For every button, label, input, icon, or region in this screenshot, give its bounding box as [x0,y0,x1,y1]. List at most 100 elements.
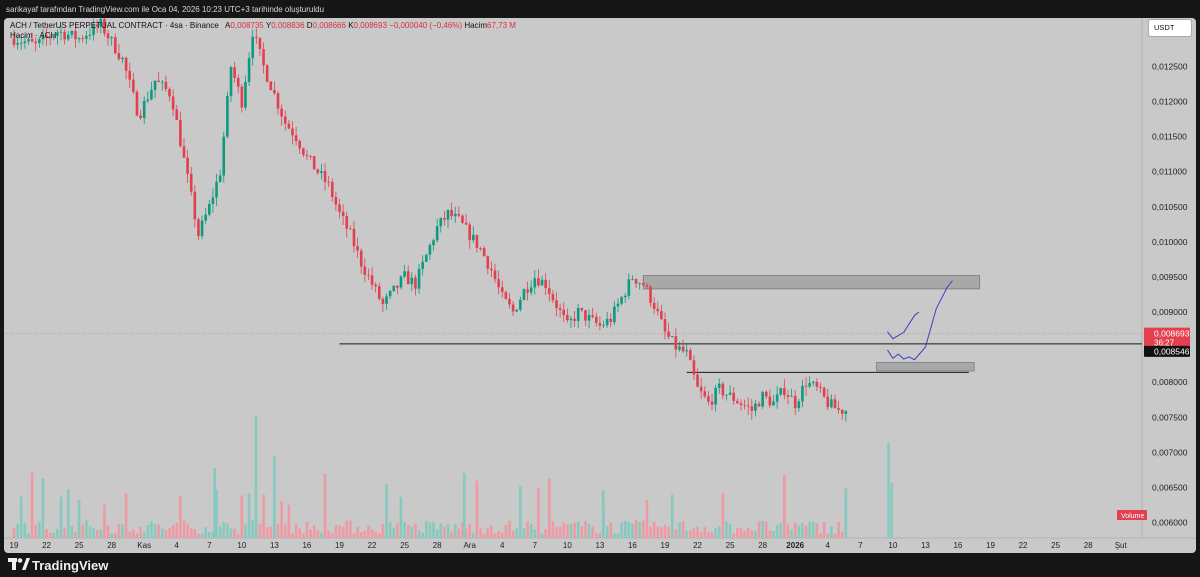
volume-bar [233,528,236,538]
volume-bar [189,528,193,538]
candle-body [649,286,652,303]
candle-body [833,399,837,409]
volume-bar [211,531,215,538]
volume-bar [280,500,283,538]
price-chart-svg[interactable]: 0,012500 0,012000 0,011500 0,011000 0,010500… [4,18,1196,553]
volume-bar [627,522,631,538]
candle-body [464,222,468,225]
candle-body [417,268,421,289]
candle-body [461,215,464,223]
candle-body [815,381,819,387]
volume-bar [830,526,833,538]
candle-body [696,374,699,387]
volume-bar [642,520,645,538]
symbol-label[interactable]: ACH / TetherUS PERPETUAL CONTRACT · 4sa … [10,21,219,30]
volume-bar [74,532,77,538]
volume-bar [555,526,558,538]
candle-body [106,33,110,39]
brand-label[interactable]: TradingView [32,558,109,573]
candle-body [374,284,377,287]
volume-bar [302,533,305,538]
volume-bar [410,526,414,538]
candle-body [410,277,414,285]
volume-bar [443,526,446,538]
volume-bar [692,528,696,538]
time-tick-label: 25 [726,541,735,550]
candle-body [341,211,345,216]
volume-bar [526,521,529,538]
candle-body [345,215,349,229]
volume-bar [544,529,547,538]
candle-body [793,395,797,409]
candle-body [258,37,262,50]
candle-body [309,155,312,157]
tradingview-logo-icon[interactable] [8,557,30,571]
volume-bar [804,525,808,538]
volume-bar [106,525,110,538]
candle-body [482,248,486,257]
currency-button[interactable]: USDT [1148,19,1192,37]
candle-body [750,406,754,411]
volume-bar [540,533,544,538]
candle-body [529,287,533,293]
candle-body [551,294,555,301]
candle-body [678,346,681,350]
volume-bar [66,489,70,538]
volume-bar [388,521,392,538]
candle-body [623,295,627,298]
volume-bar [717,526,721,538]
candle-body [537,278,540,286]
volume-bar [193,528,197,538]
candle-body [63,31,66,40]
candle-body [732,392,736,402]
chart-frame[interactable]: 0,012500 0,012000 0,011500 0,011000 0,010500… [4,18,1196,553]
candle-body [95,24,99,27]
volume-bar [16,523,19,538]
time-tick-label: 13 [921,541,930,550]
volume-bar [772,531,775,538]
volume-bar [153,523,157,538]
candle-body [403,271,406,277]
candle-body [363,266,367,275]
time-tick-label: 19 [986,541,995,550]
time-tick-label: 4 [500,541,505,550]
candle-body [840,409,844,414]
candle-body [707,396,710,402]
volume-bar [493,533,497,538]
volume-bar [226,523,229,538]
volume-bar [623,520,627,538]
candle-body [808,383,811,387]
volume-bar [721,493,725,538]
candle-body [479,248,482,249]
candle-body [692,360,696,375]
candle-body [121,57,124,59]
candle-body [153,80,157,90]
candle-body [490,268,493,271]
candle-body [667,331,670,337]
volume-bar [660,527,663,538]
candle-body [74,30,77,40]
volume-bar [609,522,613,538]
footer-bar: TradingView [0,553,1200,577]
price-tick-label: 0,009500 [1152,272,1188,282]
volume-bar [620,522,623,538]
candle-body [323,171,327,182]
time-tick-label: 22 [1019,541,1028,550]
close-label: K [348,21,354,30]
volume-bar [432,522,435,538]
candle-body [139,115,142,119]
candle-body [175,109,179,120]
volume-bar [291,533,294,538]
volume-spike [213,468,217,538]
volume-legend[interactable]: Hacim · ACH [10,31,57,40]
candle-body [276,93,280,109]
volume-bar [844,488,848,538]
candle-body [728,392,732,395]
candle-body [428,245,432,255]
candle-body [59,31,63,33]
volume-bar [728,523,732,538]
candle-body [312,156,316,170]
candle-body [801,385,804,402]
price-tick-label: 0,010000 [1152,237,1188,247]
time-tick-label: 25 [400,541,409,550]
